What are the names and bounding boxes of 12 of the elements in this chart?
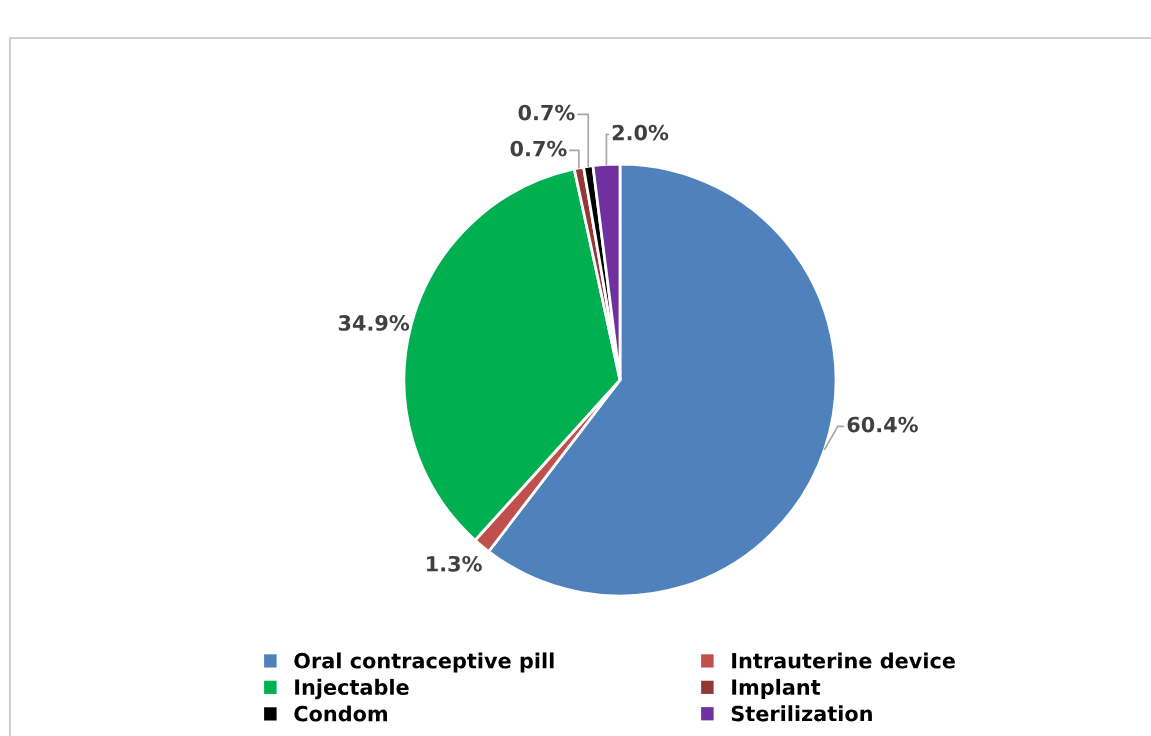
legend-label: Implant (732, 678, 821, 700)
data-label: 1.3% (427, 555, 482, 572)
data-label: 0.7% (510, 140, 567, 157)
data-label: 2.0% (612, 124, 669, 141)
legend-label: Sterilization (731, 705, 872, 722)
data-label: 34.9% (338, 315, 410, 331)
data-label: 60.4% (847, 416, 918, 433)
data-label: 0.7% (518, 104, 575, 121)
legend-label: Condom (294, 705, 387, 722)
legend-label: Intrauterine device (732, 652, 955, 669)
legend-label: Injectable (295, 678, 409, 700)
legend-label: Oral contraceptive pill (294, 652, 554, 673)
